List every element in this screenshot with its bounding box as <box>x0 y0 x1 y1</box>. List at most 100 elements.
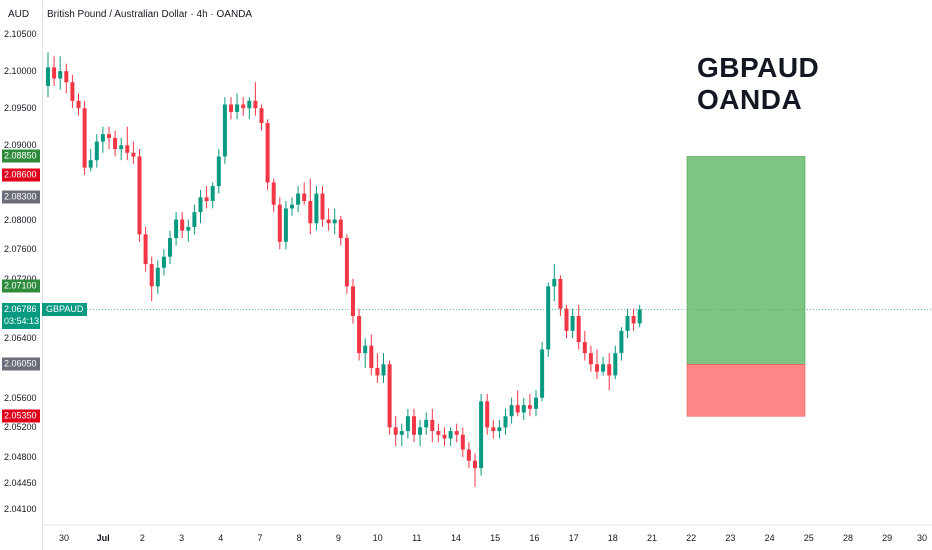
time-tick-label: 9 <box>335 533 341 543</box>
candle-body <box>180 219 185 231</box>
currency-label: AUD <box>8 9 30 20</box>
price-badge-stop: 2.05350 <box>2 409 40 423</box>
candle-body <box>601 364 606 372</box>
candle-body <box>204 197 209 201</box>
candle-body <box>241 104 246 109</box>
candle-body <box>161 256 166 268</box>
candle-body <box>619 330 624 354</box>
candle-body <box>290 204 294 209</box>
candle-body <box>369 345 374 368</box>
candle-body <box>265 123 270 183</box>
candle-body <box>595 364 599 372</box>
candle-body <box>570 316 575 331</box>
candle-body <box>625 316 630 331</box>
candle-body <box>351 286 355 317</box>
candle-body <box>94 141 99 161</box>
price-axis[interactable] <box>0 0 43 550</box>
candle-body <box>82 108 87 168</box>
candle-body <box>344 238 349 287</box>
price-tick-label: 2.05600 <box>4 392 37 403</box>
candle-body <box>308 200 313 224</box>
candle-body <box>168 238 172 257</box>
current-price-badge: 2.06786 03:54:13 <box>2 302 40 329</box>
candle-body <box>564 308 569 331</box>
price-tick-label: 2.04450 <box>4 478 37 489</box>
candle-body <box>88 160 93 168</box>
candle-body <box>534 397 538 409</box>
time-tick-label: 24 <box>764 533 775 543</box>
candle-body <box>46 67 50 86</box>
candle-body <box>412 416 416 435</box>
time-tick-label: 29 <box>882 533 893 543</box>
price-tick-label: 2.04800 <box>4 452 37 463</box>
candle-body <box>558 278 563 309</box>
price-tick-label: 2.04100 <box>4 504 37 514</box>
price-tick-label: 2.07600 <box>4 244 37 255</box>
candle-body <box>216 156 221 187</box>
price-badge-entry: 2.08300 <box>2 190 40 204</box>
candle-body <box>607 364 612 376</box>
candle-body <box>479 401 484 469</box>
candle-body <box>424 419 429 428</box>
candle-body <box>210 186 215 201</box>
candle-body <box>442 434 447 439</box>
candle-body <box>64 71 69 83</box>
candle-body <box>588 353 593 365</box>
candle-body <box>155 267 160 287</box>
time-tick-label: 22 <box>686 533 697 543</box>
price-badge-target: 2.08850 <box>2 149 40 163</box>
candle-body <box>503 416 508 428</box>
candle-body <box>70 82 75 101</box>
time-tick-label: 25 <box>803 533 814 543</box>
stop-zone[interactable] <box>686 364 806 417</box>
candle-body <box>497 427 502 432</box>
candle-body <box>491 427 496 432</box>
time-tick-label: 2 <box>139 533 145 543</box>
candle-body <box>259 108 264 124</box>
candle-body <box>527 405 532 409</box>
candle-body <box>436 431 441 435</box>
time-tick-label: 15 <box>490 533 501 543</box>
candle-body <box>247 100 252 109</box>
time-tick-label: Jul <box>96 533 110 543</box>
candle-body <box>485 401 490 428</box>
candle-body <box>576 316 581 343</box>
candle-body <box>326 219 331 224</box>
countdown-timer: 03:54:13 <box>4 315 40 326</box>
time-tick-label: 18 <box>607 533 618 543</box>
time-tick-label: 17 <box>568 533 579 543</box>
candle-body <box>515 405 520 413</box>
target-zone[interactable] <box>686 156 806 365</box>
symbol-badge: GBPAUD <box>42 303 88 317</box>
candle-body <box>174 219 179 239</box>
candle-body <box>582 342 587 354</box>
candle-body <box>381 364 386 376</box>
candle-body <box>113 137 118 150</box>
candle-body <box>314 193 319 224</box>
candle-body <box>76 100 81 109</box>
candle-body <box>131 152 136 157</box>
time-tick-label: 3 <box>179 533 185 543</box>
candle-body <box>338 219 343 239</box>
candle-body <box>387 364 392 428</box>
candle-body <box>363 345 368 354</box>
candle-body <box>631 316 636 324</box>
candle-body <box>473 460 477 469</box>
time-tick-label: 10 <box>372 533 383 543</box>
candle-body <box>277 204 282 242</box>
candle-body <box>149 264 154 287</box>
price-tick-label: 2.08000 <box>4 214 37 225</box>
candle-body <box>430 419 435 432</box>
time-tick-label: 30 <box>916 533 928 543</box>
candle-body <box>552 278 557 287</box>
candle-body <box>100 134 105 142</box>
candle-body <box>393 427 398 435</box>
candle-body <box>399 431 404 435</box>
candle-body <box>540 349 545 398</box>
candle-body <box>119 145 124 150</box>
candle-body <box>143 234 148 265</box>
candle-body <box>229 104 233 112</box>
candle-body <box>448 431 453 439</box>
candle-body <box>186 226 191 231</box>
